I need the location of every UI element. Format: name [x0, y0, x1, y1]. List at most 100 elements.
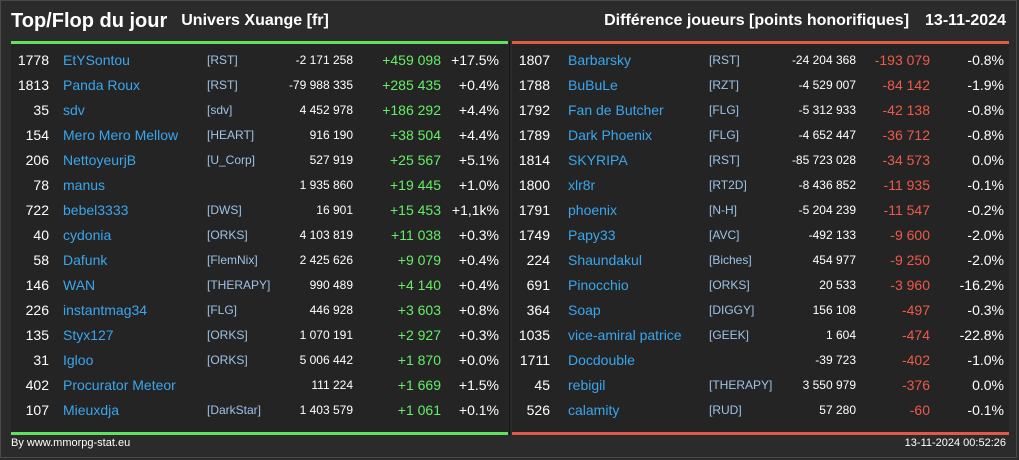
guild-tag-link[interactable]: [U_Corp]: [207, 153, 256, 167]
player-name-link[interactable]: Dark Phoenix: [568, 127, 653, 143]
guild-tag-link[interactable]: [DIGGY]: [709, 303, 755, 317]
player-name-link[interactable]: Soap: [568, 302, 601, 318]
player-name-link[interactable]: Mieuxdja: [63, 402, 120, 418]
top-row: 402 Procurator Meteor 111 224 +1 669 +1.5%: [11, 373, 508, 398]
guild-tag-link[interactable]: [RT2D]: [709, 178, 747, 192]
guild-tag-link[interactable]: [Biches]: [709, 253, 752, 267]
player-name-link[interactable]: Docdouble: [568, 352, 635, 368]
player-name-link[interactable]: phoenix: [568, 202, 618, 218]
guild-tag-link[interactable]: [AVC]: [709, 228, 740, 242]
player-name-link[interactable]: WAN: [63, 277, 96, 293]
player-points-diff: -36 712: [882, 127, 930, 143]
panel-divider: [509, 41, 510, 435]
guild-tag-link[interactable]: [RST]: [207, 78, 238, 92]
player-percent-change: +1,1k%: [451, 202, 499, 218]
guild-tag-link[interactable]: [DWS]: [207, 203, 242, 217]
player-percent-change: -0.1%: [967, 177, 1004, 193]
player-percent-change: -0.1%: [967, 402, 1004, 418]
flop-row: 1035 vice-amiral patrice [GEEK] 1 604 -474 -2…: [512, 323, 1009, 348]
player-name-link[interactable]: calamity: [568, 402, 620, 418]
player-name-link[interactable]: Fan de Butcher: [568, 102, 664, 118]
player-rank: 1791: [518, 202, 550, 218]
guild-tag-link[interactable]: [FlemNix]: [207, 253, 258, 267]
guild-tag-link[interactable]: [RUD]: [709, 403, 742, 417]
player-total-points: -24 204 368: [791, 53, 856, 67]
player-name-link[interactable]: NettoyeurjB: [63, 152, 137, 168]
player-points-diff: -193 079: [874, 52, 930, 68]
player-name-link[interactable]: bebel3333: [63, 202, 129, 218]
player-name-link[interactable]: Styx127: [63, 327, 114, 343]
player-name-link[interactable]: Procurator Meteor: [63, 377, 176, 393]
guild-tag-link[interactable]: [RST]: [207, 53, 238, 67]
guild-tag-link[interactable]: [N-H]: [709, 203, 737, 217]
player-percent-change: -0.2%: [967, 202, 1004, 218]
guild-tag-link[interactable]: [THERAPY]: [709, 378, 773, 392]
guild-tag-link[interactable]: [FLG]: [709, 103, 740, 117]
player-percent-change: +5.1%: [458, 152, 499, 168]
player-name-link[interactable]: SKYRIPA: [568, 152, 628, 168]
top-row: 1778 EtYSontou [RST] -2 171 258 +459 098 +17.…: [11, 48, 508, 73]
player-name-link[interactable]: rebigil: [568, 377, 606, 393]
guild-tag-link[interactable]: [FLG]: [709, 128, 740, 142]
player-name-link[interactable]: Dafunk: [63, 252, 108, 268]
guild-tag-link[interactable]: [GEEK]: [709, 328, 750, 342]
guild-tag-link[interactable]: [DarkStar]: [207, 403, 262, 417]
metric-label: Différence joueurs [points honorifiques]: [604, 12, 910, 29]
player-name-link[interactable]: BuBuLe: [568, 77, 618, 93]
guild-tag-link[interactable]: [RZT]: [709, 78, 739, 92]
player-rank: 40: [33, 227, 49, 243]
universe-label: Univers Xuange [fr]: [181, 12, 329, 29]
player-rank: 1749: [518, 227, 550, 243]
player-percent-change: -0.8%: [967, 102, 1004, 118]
player-points-diff: -34 573: [882, 152, 930, 168]
player-name-link[interactable]: vice-amiral patrice: [568, 327, 682, 343]
guild-tag-link[interactable]: [sdv]: [207, 103, 233, 117]
player-points-diff: +1 669: [397, 377, 441, 393]
player-percent-change: -1.0%: [967, 352, 1004, 368]
player-name-link[interactable]: Igloo: [63, 352, 94, 368]
player-rank: 1813: [17, 77, 49, 93]
player-name-link[interactable]: Mero Mero Mellow: [63, 127, 179, 143]
player-rank: 35: [33, 102, 49, 118]
flop-row: 1807 Barbarsky [RST] -24 204 368 -193 079 -0.…: [512, 48, 1009, 73]
player-rank: 31: [33, 352, 49, 368]
player-points-diff: +15 453: [390, 202, 441, 218]
player-name-link[interactable]: Barbarsky: [568, 52, 632, 68]
player-percent-change: -2.0%: [967, 252, 1004, 268]
player-percent-change: -0.8%: [967, 127, 1004, 143]
player-total-points: 3 550 979: [802, 378, 856, 392]
player-name-link[interactable]: cydonia: [63, 227, 112, 243]
player-total-points: 454 977: [812, 253, 856, 267]
player-points-diff: +1 061: [397, 402, 441, 418]
credit-link[interactable]: By www.mmorpg-stat.eu: [11, 437, 131, 449]
header: Top/Flop du jour Univers Xuange [fr] Dif…: [11, 7, 1006, 35]
guild-tag-link[interactable]: [ORKS]: [709, 278, 750, 292]
player-name-link[interactable]: Shaundakul: [568, 252, 642, 268]
guild-tag-link[interactable]: [ORKS]: [207, 228, 248, 242]
player-name-link[interactable]: sdv: [63, 102, 85, 118]
guild-tag-link[interactable]: [FLG]: [207, 303, 238, 317]
guild-tag-link[interactable]: [ORKS]: [207, 353, 248, 367]
player-points-diff: -11 547: [883, 202, 930, 218]
flop-row: 1789 Dark Phoenix [FLG] -4 652 447 -36 712 -0…: [512, 123, 1009, 148]
player-name-link[interactable]: manus: [63, 177, 106, 193]
flop-row: 691 Pinocchio [ORKS] 20 533 -3 960 -16.2%: [512, 273, 1009, 298]
player-name-link[interactable]: Panda Roux: [63, 77, 141, 93]
guild-tag-link[interactable]: [ORKS]: [207, 328, 248, 342]
player-name-link[interactable]: xlr8r: [568, 177, 596, 193]
player-name-link[interactable]: Papy33: [568, 227, 616, 243]
guild-tag-link[interactable]: [RST]: [709, 153, 740, 167]
player-name-link[interactable]: Pinocchio: [568, 277, 629, 293]
player-points-diff: +1 870: [397, 352, 441, 368]
player-rank: 226: [25, 302, 49, 318]
guild-tag-link[interactable]: [THERAPY]: [207, 278, 271, 292]
player-points-diff: +186 292: [382, 102, 441, 118]
guild-tag-link[interactable]: [HEART]: [207, 128, 255, 142]
player-total-points: 57 280: [819, 403, 856, 417]
player-name-link[interactable]: EtYSontou: [63, 52, 130, 68]
player-rank: 402: [25, 377, 49, 393]
footer-timestamp: 13-11-2024 00:52:26: [904, 437, 1006, 449]
flop-row: 224 Shaundakul [Biches] 454 977 -9 250 -2.0%: [512, 248, 1009, 273]
player-name-link[interactable]: instantmag34: [63, 302, 148, 318]
guild-tag-link[interactable]: [RST]: [709, 53, 740, 67]
